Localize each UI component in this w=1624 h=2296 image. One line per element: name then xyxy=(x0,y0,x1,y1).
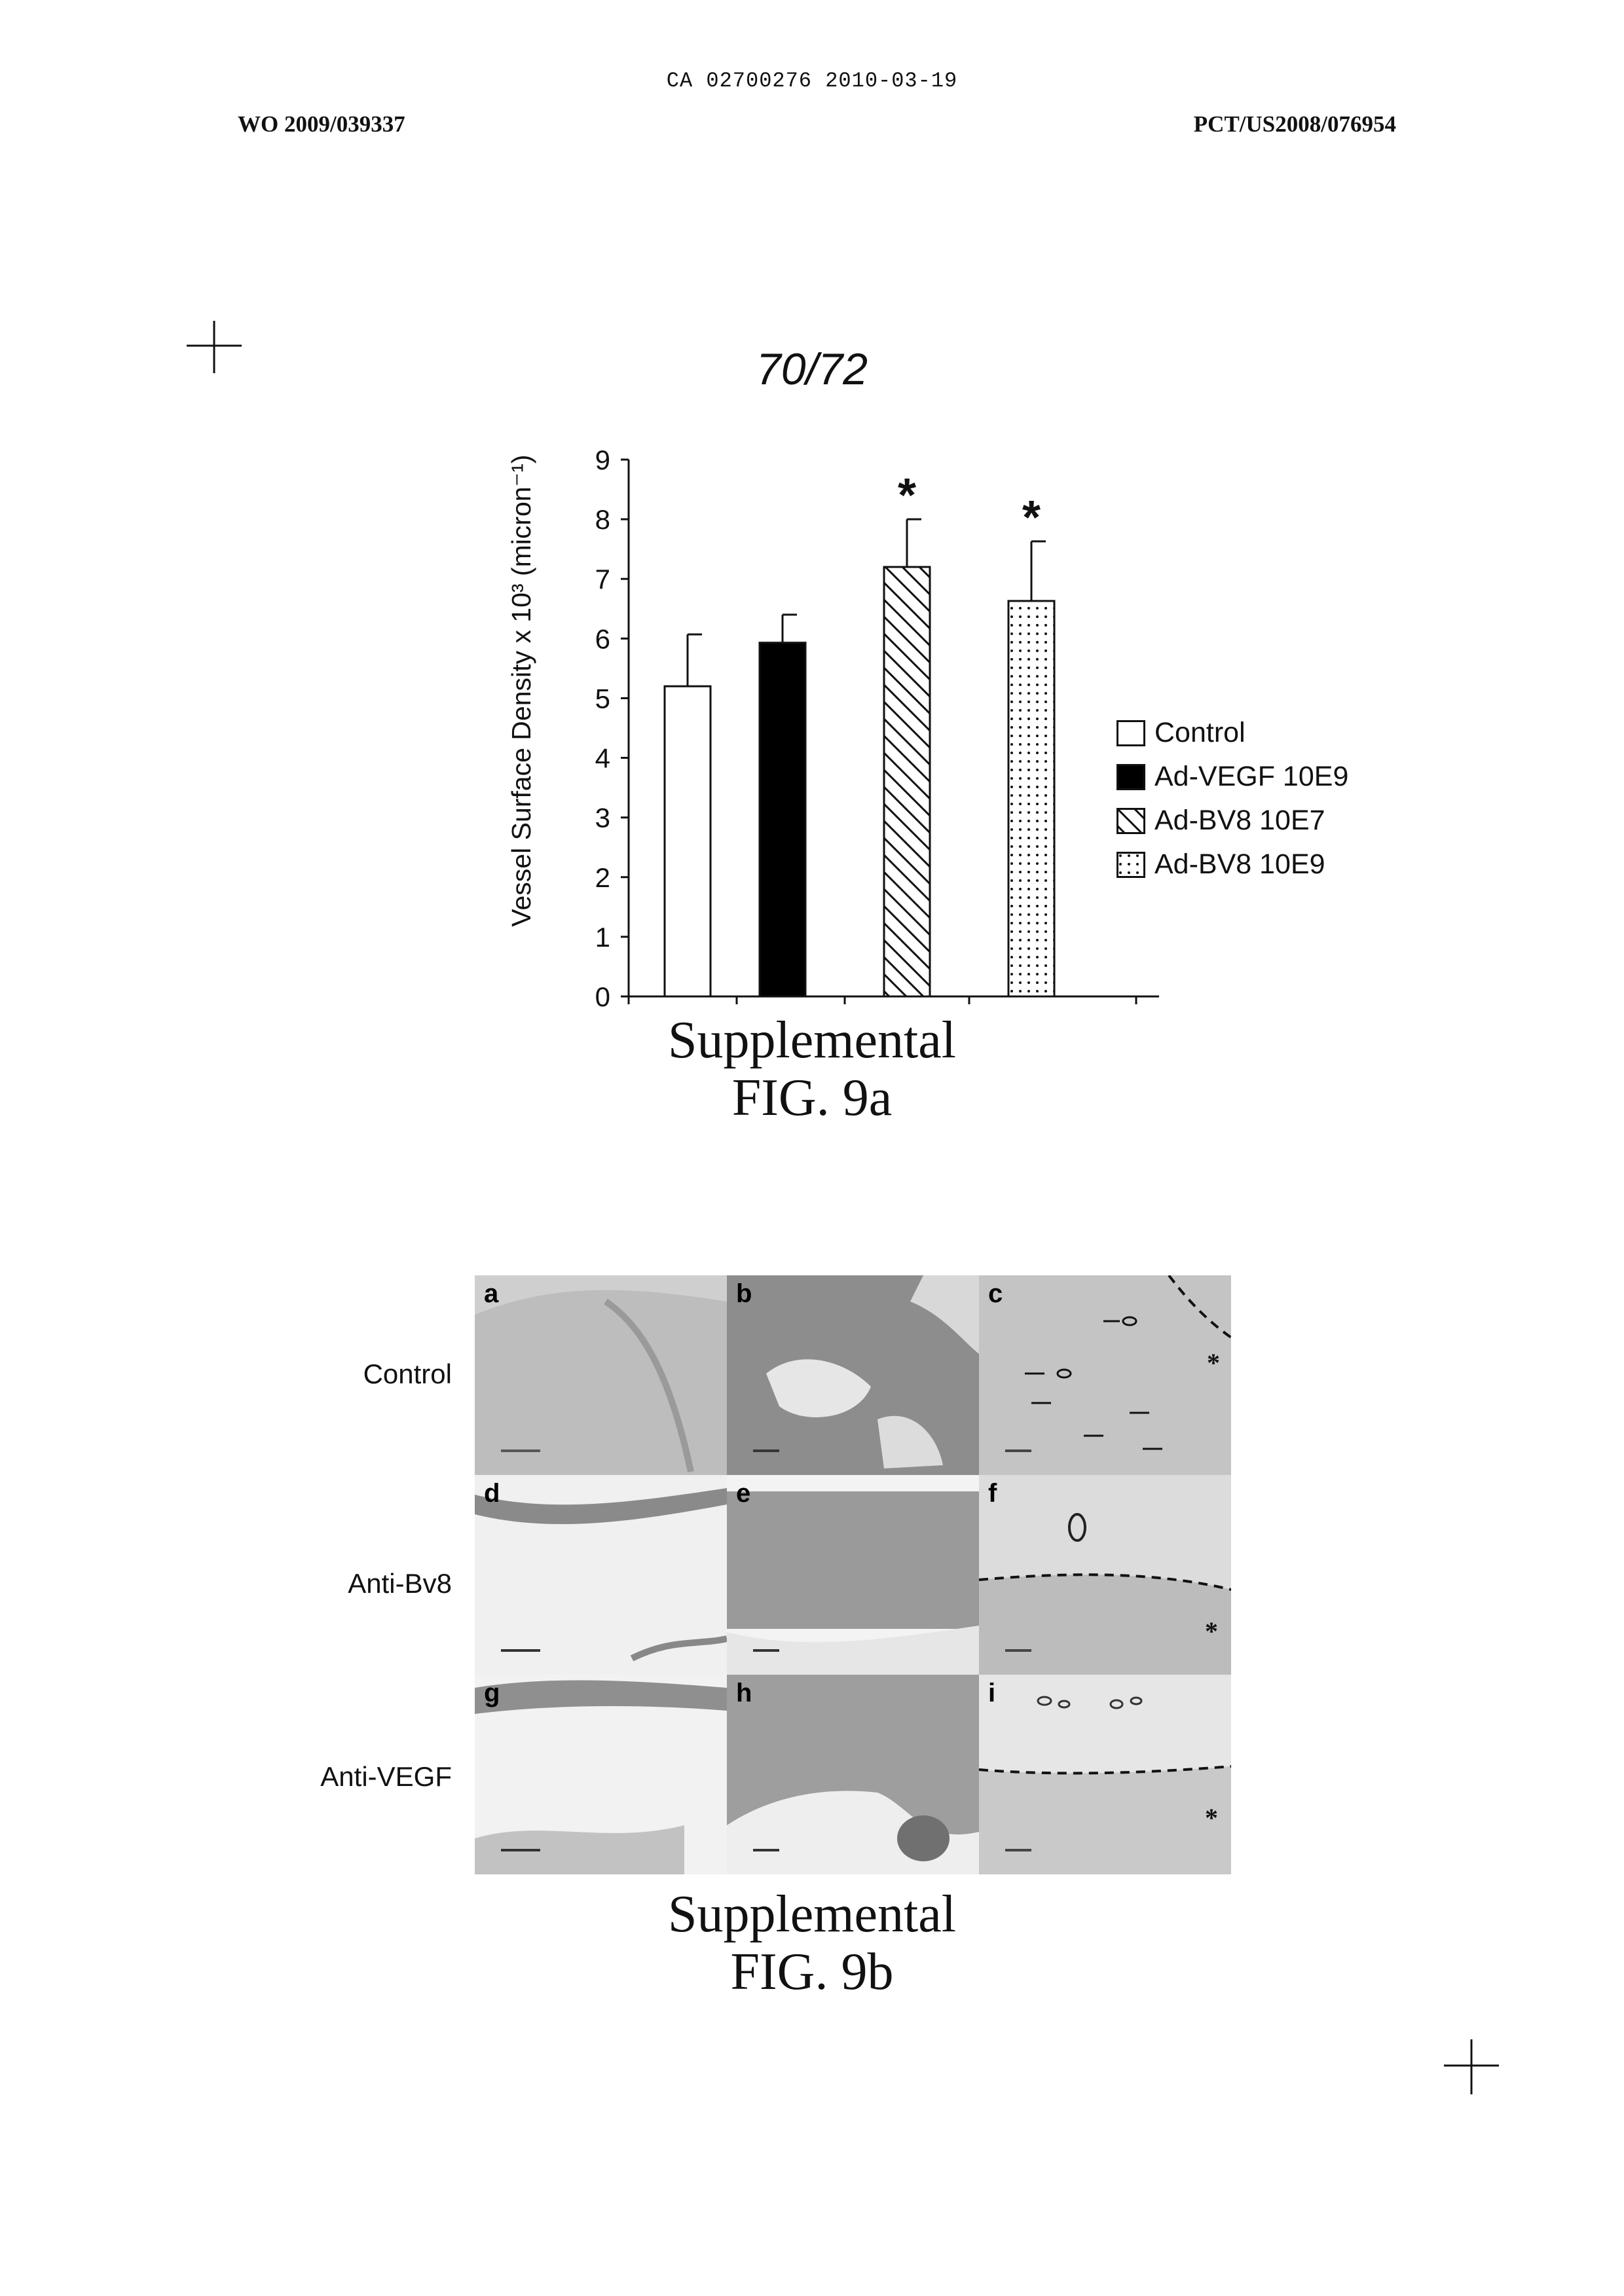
legend-swatch-ad-vegf-10e9 xyxy=(1116,764,1145,790)
y-tick-label: 0 xyxy=(595,981,610,1012)
panel-label-i: i xyxy=(988,1679,995,1708)
panel-label-a: a xyxy=(484,1279,498,1309)
panel-i-asterisk: * xyxy=(1205,1802,1218,1833)
y-tick-label: 7 xyxy=(595,564,610,594)
legend-item-ad-vegf-10e9: Ad-VEGF 10E9 xyxy=(1116,761,1348,793)
y-tick-label: 8 xyxy=(595,504,610,535)
bar-ad-bv8-10e9 xyxy=(1008,601,1054,996)
micrograph-panel-g: g xyxy=(475,1675,727,1874)
y-tick-label: 2 xyxy=(595,862,610,893)
panel-label-b: b xyxy=(736,1279,752,1309)
y-tick-label: 3 xyxy=(595,803,610,833)
significance-marker-ad-bv8-10e9: * xyxy=(1022,492,1041,544)
bar-ad-vegf-10e9 xyxy=(760,643,805,996)
panel-label-d: d xyxy=(484,1479,500,1508)
bar-ad-bv8-10e7 xyxy=(884,567,930,996)
page-number: 70/72 xyxy=(0,344,1624,395)
micrograph-panel-b: b xyxy=(727,1275,979,1475)
micrograph-panel-h: h xyxy=(727,1675,979,1874)
y-tick-label: 9 xyxy=(595,445,610,475)
y-axis-label: Vessel Surface Density x 10³ (micron⁻¹) xyxy=(506,454,536,926)
micrograph-panel-f: f * xyxy=(979,1475,1231,1675)
bar-chart: Vessel Surface Density x 10³ (micron⁻¹) … xyxy=(471,426,1159,1015)
registration-mark-bottom-right xyxy=(1444,2039,1503,2098)
wo-number: WO 2009/039337 xyxy=(238,111,405,137)
row-label-anti-bv8: Anti-Bv8 xyxy=(216,1568,452,1599)
micrograph-panel-c: c * xyxy=(979,1275,1231,1475)
micrograph-panel-i: i * xyxy=(979,1675,1231,1874)
fig-9a-caption: Supplemental FIG. 9a xyxy=(0,1011,1624,1127)
legend-swatch-ad-bv8-10e7 xyxy=(1116,808,1145,834)
legend-swatch-control xyxy=(1116,720,1145,746)
fig-9a-caption-line1: Supplemental xyxy=(0,1011,1624,1069)
row-label-control: Control xyxy=(216,1358,452,1390)
legend-label-ad-bv8-10e9: Ad-BV8 10E9 xyxy=(1154,848,1325,881)
y-tick-label: 5 xyxy=(595,683,610,714)
micrograph-panel-d: d xyxy=(475,1475,727,1675)
panel-label-h: h xyxy=(736,1679,752,1708)
panel-c-asterisk: * xyxy=(1207,1347,1220,1378)
y-tick-label: 1 xyxy=(595,922,610,953)
row-label-anti-vegf: Anti-VEGF xyxy=(216,1761,452,1793)
bar-control xyxy=(665,686,710,996)
y-tick-label: 6 xyxy=(595,623,610,654)
significance-marker-ad-bv8-10e7: * xyxy=(898,469,916,522)
fig-9a-caption-line2: FIG. 9a xyxy=(0,1069,1624,1127)
chart-legend: Control Ad-VEGF 10E9 Ad-BV8 10E7 Ad-BV8 … xyxy=(1116,717,1348,881)
panel-f-asterisk: * xyxy=(1205,1616,1218,1647)
fig-9b-caption-line1: Supplemental xyxy=(0,1886,1624,1943)
panel-label-c: c xyxy=(988,1279,1003,1309)
panel-label-f: f xyxy=(988,1479,997,1508)
legend-item-control: Control xyxy=(1116,717,1348,749)
fig-9b-caption: Supplemental FIG. 9b xyxy=(0,1886,1624,2001)
legend-label-control: Control xyxy=(1154,717,1246,749)
legend-swatch-ad-bv8-10e9 xyxy=(1116,852,1145,878)
panel-label-e: e xyxy=(736,1479,750,1508)
legend-item-ad-bv8-10e9: Ad-BV8 10E9 xyxy=(1116,848,1348,881)
document-id-header: CA 02700276 2010-03-19 xyxy=(0,69,1624,93)
y-tick-label: 4 xyxy=(595,743,610,774)
pct-number: PCT/US2008/076954 xyxy=(1194,111,1396,137)
micrograph-panel-a: a xyxy=(475,1275,727,1475)
panel-label-g: g xyxy=(484,1679,500,1708)
legend-label-ad-vegf-10e9: Ad-VEGF 10E9 xyxy=(1154,761,1348,793)
legend-label-ad-bv8-10e7: Ad-BV8 10E7 xyxy=(1154,805,1325,837)
micrograph-panel-e: e xyxy=(727,1475,979,1675)
legend-item-ad-bv8-10e7: Ad-BV8 10E7 xyxy=(1116,805,1348,837)
micrograph-grid: a b c * xyxy=(475,1275,1231,1874)
fig-9b-caption-line2: FIG. 9b xyxy=(0,1943,1624,2001)
